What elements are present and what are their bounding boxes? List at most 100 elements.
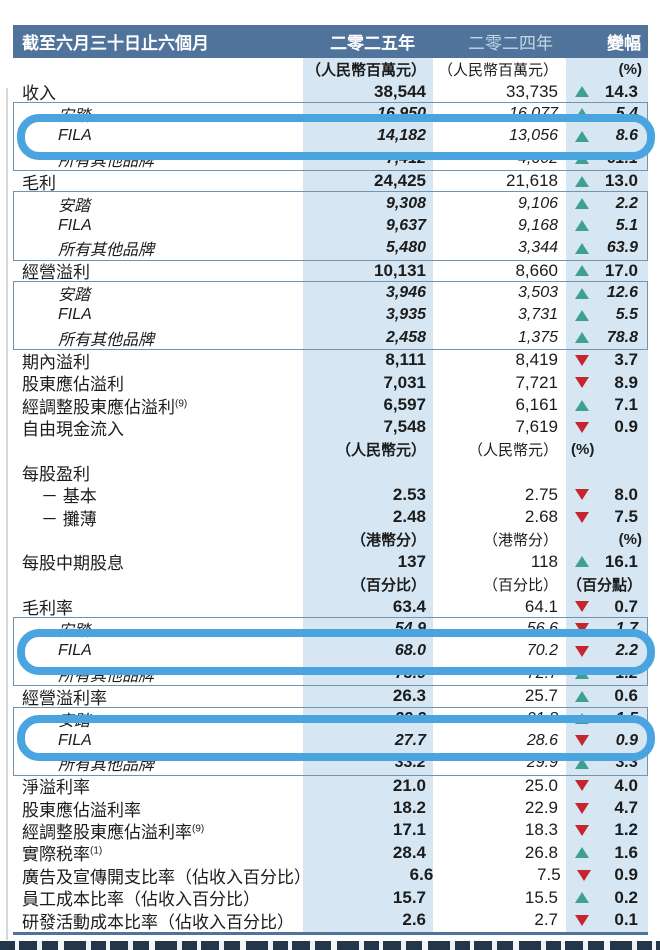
table-bottom-rule xyxy=(13,932,648,935)
value-2024: 3,344 xyxy=(517,239,558,257)
up-triangle-icon xyxy=(575,556,589,568)
change-value: 1.7 xyxy=(615,619,638,637)
table-row: － 基本 2.53 2.75 8.0 xyxy=(13,483,648,507)
cutoff-footnote-text-strip xyxy=(0,941,660,950)
change-value: 1.6 xyxy=(614,842,638,862)
change-direction-cell xyxy=(566,421,598,433)
row-label: 經調整股東應佔溢利率(9) xyxy=(22,822,205,842)
table-row: 所有其他品牌 7,412 4,602 61.1 xyxy=(13,148,648,170)
value-2024: （百分比） xyxy=(482,576,558,594)
row-label: 所有其他品牌 xyxy=(58,242,155,260)
value-2025: 8,111 xyxy=(385,350,426,370)
value-2025: 38,544 xyxy=(374,81,426,101)
change-value: 1.5 xyxy=(615,709,638,727)
row-label: FILA xyxy=(58,642,92,660)
change-unit-label: (%) xyxy=(571,441,595,459)
value-2024: 13,056 xyxy=(509,127,558,145)
table-row: 毛利率 63.4 64.1 0.7 xyxy=(13,595,648,619)
change-direction-cell xyxy=(566,847,598,859)
value-2025: 6,597 xyxy=(383,395,426,415)
value-2025: 5,480 xyxy=(385,239,426,257)
change-direction-cell xyxy=(566,802,598,814)
table-row: 所有其他品牌 5,480 3,344 63.9 xyxy=(13,237,648,259)
up-triangle-icon xyxy=(575,309,589,321)
change-value: 4.0 xyxy=(614,775,638,795)
change-value: 8.0 xyxy=(614,484,638,504)
value-2024: 6,161 xyxy=(515,395,558,415)
row-label: FILA xyxy=(58,216,92,234)
value-2024: 3,731 xyxy=(517,306,558,324)
down-triangle-icon xyxy=(575,511,589,523)
change-direction-cell xyxy=(566,511,598,523)
up-triangle-icon xyxy=(575,757,589,769)
change-unit-label: (%) xyxy=(618,60,642,78)
change-value: 14.3 xyxy=(604,81,638,101)
table-row: 員工成本比率（佔收入百分比） 15.7 15.5 0.2 xyxy=(13,886,648,910)
value-2025: 15.7 xyxy=(392,887,426,907)
change-value: 0.1 xyxy=(614,910,638,930)
row-label: 淨溢利率 xyxy=(22,778,90,798)
down-triangle-icon xyxy=(575,914,589,926)
value-2024: 7,619 xyxy=(515,417,558,437)
change-direction-cell xyxy=(566,399,598,411)
footnote-ref: (1) xyxy=(90,845,103,857)
table-row: 經調整股東應佔溢利率(9) 17.1 18.3 1.2 xyxy=(13,819,648,842)
change-value: 5.4 xyxy=(615,104,638,122)
change-value: 13.0 xyxy=(604,171,638,191)
change-direction-cell xyxy=(566,623,598,635)
up-triangle-icon xyxy=(575,399,589,411)
table-row: 每股中期股息 137 118 16.1 xyxy=(13,551,648,574)
value-2025: 3,946 xyxy=(385,284,426,302)
value-2025: 26.3 xyxy=(392,686,426,706)
row-label: 股東應佔溢利 xyxy=(22,375,124,395)
table-row: FILA 68.0 70.2 2.2 xyxy=(13,640,648,662)
value-2024: 16,077 xyxy=(509,104,558,122)
down-triangle-icon xyxy=(577,869,592,881)
row-label: 所有其他品牌 xyxy=(58,152,155,170)
row-label: 毛利率 xyxy=(22,599,73,619)
change-value: 8.9 xyxy=(614,372,638,392)
change-value: 61.1 xyxy=(606,149,638,167)
change-direction-cell xyxy=(566,130,598,142)
down-triangle-icon xyxy=(575,623,589,635)
change-direction-cell xyxy=(566,377,598,389)
value-2025: 2.53 xyxy=(392,484,426,504)
row-label: 每股中期股息 xyxy=(22,554,124,574)
value-2025: 24,425 xyxy=(374,171,426,191)
value-2025: 9,637 xyxy=(385,216,426,234)
value-2024: 9,168 xyxy=(517,216,558,234)
row-label: 研發活動成本比率（佔收入百分比） xyxy=(22,912,294,932)
table-rows: （人民幣百萬元） （人民幣百萬元） (%) 收入 38,544 33,735 14.3 安踏 1… xyxy=(13,58,648,932)
financial-highlights-table: 截至六月三十日止六個月 二零二五年 二零二四年 變幅 （人民幣百萬元） （人民幣百… xyxy=(13,25,655,950)
change-direction-cell xyxy=(566,892,598,904)
value-2024: 64.1 xyxy=(524,596,558,616)
value-2025: 10,131 xyxy=(374,260,426,280)
value-2025: （人民幣百萬元） xyxy=(305,61,426,79)
change-value: 63.9 xyxy=(606,239,638,257)
change-value: 0.2 xyxy=(614,887,638,907)
value-2024: 56.6 xyxy=(526,619,558,637)
row-label: FILA xyxy=(58,127,92,145)
change-value: 0.7 xyxy=(614,596,638,616)
table-row: 安踏 54.9 56.6 1.7 xyxy=(13,618,648,640)
row-label: － 基本 xyxy=(41,487,97,507)
footnote-ref: (9) xyxy=(175,397,188,409)
value-2024: 26.8 xyxy=(524,842,558,862)
change-value: 7.5 xyxy=(614,507,638,526)
down-triangle-icon xyxy=(575,377,589,389)
table-row: 毛利 24,425 21,618 13.0 xyxy=(13,170,648,193)
table-row: 廣告及宣傳開支比率（佔收入百分比） 6.6 7.5 0.9 xyxy=(13,864,648,887)
table-row: 每股盈利 xyxy=(13,461,648,484)
up-triangle-icon xyxy=(575,332,589,344)
change-value: 2.2 xyxy=(615,642,638,660)
down-triangle-icon xyxy=(575,780,589,792)
value-2025: 7,412 xyxy=(385,149,426,167)
value-2024: 4,602 xyxy=(517,149,558,167)
change-direction-cell xyxy=(566,332,598,344)
change-value: 0.9 xyxy=(615,731,638,749)
up-triangle-icon xyxy=(575,153,589,165)
row-label: － 攤薄 xyxy=(41,509,97,529)
value-2024: 8,419 xyxy=(515,350,558,370)
change-value: 0.9 xyxy=(614,417,638,437)
